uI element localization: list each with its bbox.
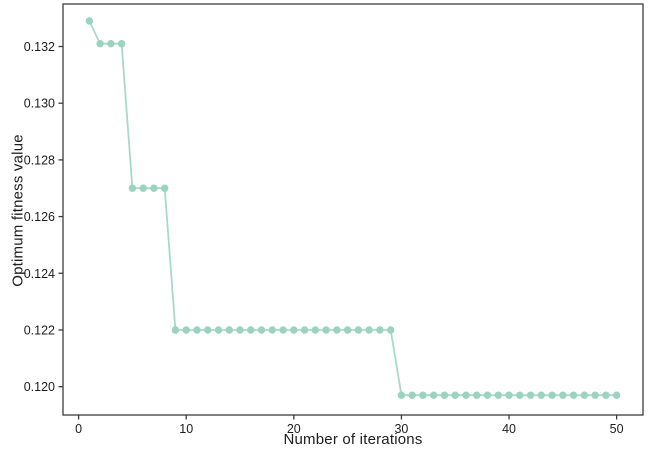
y-tick-label: 0.130 xyxy=(24,97,55,111)
data-point xyxy=(117,40,126,48)
data-point xyxy=(150,184,158,192)
data-point xyxy=(602,391,610,399)
data-point xyxy=(171,326,180,334)
data-point xyxy=(85,17,94,25)
data-point xyxy=(505,391,513,399)
x-tick-label: 40 xyxy=(502,422,516,436)
data-point xyxy=(236,326,244,334)
data-point xyxy=(537,391,545,399)
data-point xyxy=(311,326,319,334)
data-point xyxy=(300,326,309,334)
data-point xyxy=(161,184,169,192)
data-point xyxy=(343,326,352,334)
data-point xyxy=(257,326,266,334)
data-point xyxy=(569,391,578,399)
data-point xyxy=(473,391,481,399)
y-tick-label: 0.132 xyxy=(24,40,55,54)
data-point xyxy=(526,391,535,399)
x-tick-label: 20 xyxy=(287,422,301,436)
data-point xyxy=(430,391,438,399)
y-tick-label: 0.122 xyxy=(24,323,55,337)
data-point xyxy=(365,326,373,334)
data-point xyxy=(408,391,416,399)
fitness-line xyxy=(88,20,617,397)
data-point xyxy=(225,326,233,334)
data-point xyxy=(462,391,470,399)
y-axis-label: Optimum fitness value xyxy=(9,134,27,287)
y-tick-label: 0.120 xyxy=(24,380,55,394)
data-point xyxy=(333,326,341,334)
y-tick-label: 0.126 xyxy=(24,210,55,224)
x-tick-label: 30 xyxy=(394,422,408,436)
data-point xyxy=(612,391,621,399)
data-point xyxy=(483,391,492,399)
y-tick-label: 0.128 xyxy=(24,153,55,167)
data-point xyxy=(440,391,449,399)
data-point xyxy=(139,184,147,192)
data-point xyxy=(419,391,427,399)
data-point xyxy=(96,40,104,48)
data-point xyxy=(279,326,287,334)
data-point xyxy=(376,326,384,334)
data-point xyxy=(322,326,330,334)
plot-border xyxy=(62,3,644,416)
data-point xyxy=(354,326,363,334)
data-point xyxy=(247,326,255,334)
x-tick-label: 10 xyxy=(179,422,193,436)
data-point xyxy=(580,391,589,399)
x-tick-label: 50 xyxy=(610,422,624,436)
data-point xyxy=(591,391,599,399)
data-point xyxy=(204,326,212,334)
data-point xyxy=(268,326,276,334)
data-point xyxy=(516,391,524,399)
data-point xyxy=(387,326,395,334)
data-point xyxy=(182,326,190,334)
data-point xyxy=(193,326,201,334)
x-axis-label: Number of iterations xyxy=(283,431,423,448)
data-point xyxy=(214,326,223,334)
data-point xyxy=(548,391,556,399)
data-point xyxy=(290,326,298,334)
data-point xyxy=(397,391,406,399)
data-point xyxy=(128,184,137,192)
data-point xyxy=(559,391,567,399)
y-tick-label: 0.124 xyxy=(24,267,55,281)
data-point xyxy=(107,40,115,48)
x-tick-label: 0 xyxy=(75,422,82,436)
data-point xyxy=(494,391,502,399)
data-point xyxy=(451,391,459,399)
